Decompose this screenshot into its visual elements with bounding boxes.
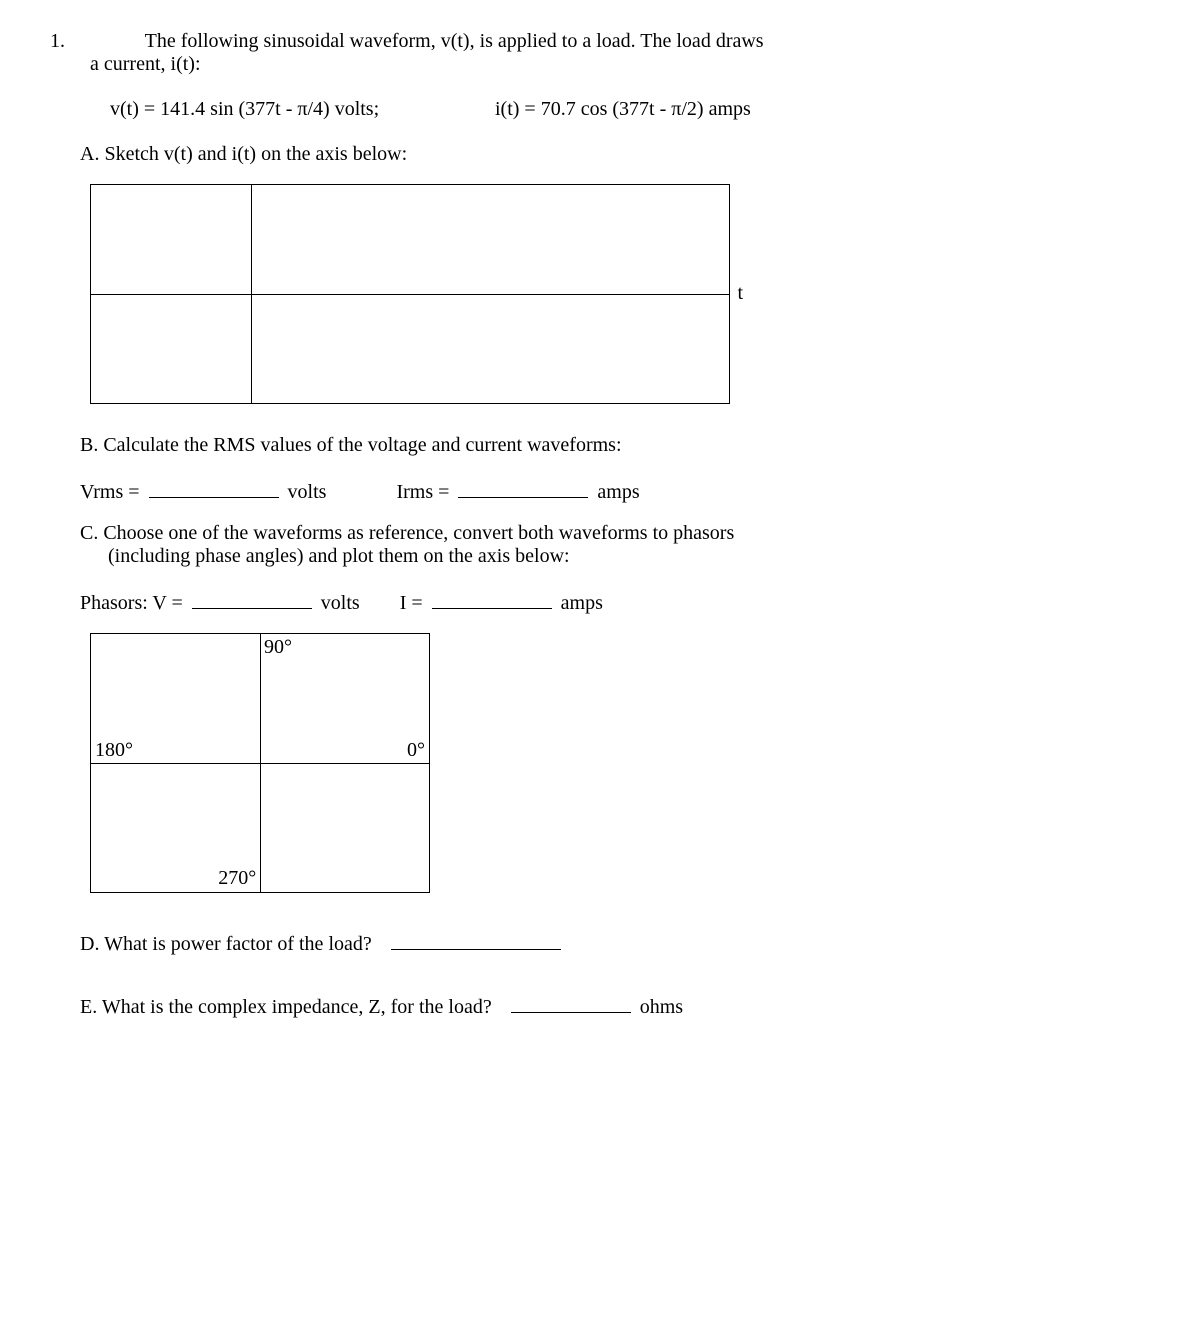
phasor-i-label: I = <box>400 592 423 614</box>
phasor-i-blank[interactable] <box>432 586 552 609</box>
amps-unit-2: amps <box>561 592 603 614</box>
part-c-label: C. Choose one of the waveforms as refere… <box>80 522 1140 568</box>
angle-90-label: 90° <box>264 636 292 659</box>
phasor-vertical <box>260 634 261 892</box>
amps-unit-1: amps <box>597 481 639 503</box>
ohms-unit: ohms <box>640 996 683 1018</box>
rms-fill-row: Vrms = volts Irms = amps <box>80 475 1140 504</box>
time-axis-horizontal <box>91 294 729 295</box>
part-d-label: D. What is power factor of the load? <box>80 933 372 955</box>
phasor-fill-row: Phasors: V = volts I = amps <box>80 586 1140 615</box>
time-axis-graph: t <box>90 184 730 404</box>
impedance-blank[interactable] <box>511 990 631 1013</box>
question-header: 1. The following sinusoidal waveform, v(… <box>50 30 1140 53</box>
phasor-axis-graph: 90° 0° 180° 270° <box>90 633 430 893</box>
angle-180-label: 180° <box>95 739 133 762</box>
equations-row: v(t) = 141.4 sin (377t - π/4) volts; i(t… <box>110 98 1140 121</box>
part-e-row: E. What is the complex impedance, Z, for… <box>80 990 1140 1019</box>
volts-unit-2: volts <box>321 592 360 614</box>
angle-0-label: 0° <box>407 739 425 762</box>
intro-line-1: The following sinusoidal waveform, v(t),… <box>145 30 764 52</box>
vrms-label: Vrms = <box>80 481 140 503</box>
angle-270-label: 270° <box>218 867 256 890</box>
phasor-v-label: Phasors: V = <box>80 592 183 614</box>
part-c-line-1: C. Choose one of the waveforms as refere… <box>80 522 734 544</box>
irms-label: Irms = <box>396 481 449 503</box>
irms-blank[interactable] <box>458 475 588 498</box>
current-equation: i(t) = 70.7 cos (377t - π/2) amps <box>495 98 751 121</box>
part-e-label: E. What is the complex impedance, Z, for… <box>80 996 492 1018</box>
question-number: 1. <box>50 30 140 53</box>
part-b-label: B. Calculate the RMS values of the volta… <box>80 434 1140 457</box>
power-factor-blank[interactable] <box>391 927 561 950</box>
phasor-v-blank[interactable] <box>192 586 312 609</box>
voltage-equation: v(t) = 141.4 sin (377t - π/4) volts; <box>110 98 490 121</box>
volts-unit-1: volts <box>288 481 327 503</box>
part-a-label: A. Sketch v(t) and i(t) on the axis belo… <box>80 143 1140 166</box>
intro-line-2: a current, i(t): <box>90 53 1140 76</box>
part-c-line-2: (including phase angles) and plot them o… <box>108 545 570 568</box>
part-d-row: D. What is power factor of the load? <box>80 927 1140 956</box>
time-axis-vertical <box>251 185 252 403</box>
time-axis-label: t <box>737 282 743 305</box>
vrms-blank[interactable] <box>149 475 279 498</box>
